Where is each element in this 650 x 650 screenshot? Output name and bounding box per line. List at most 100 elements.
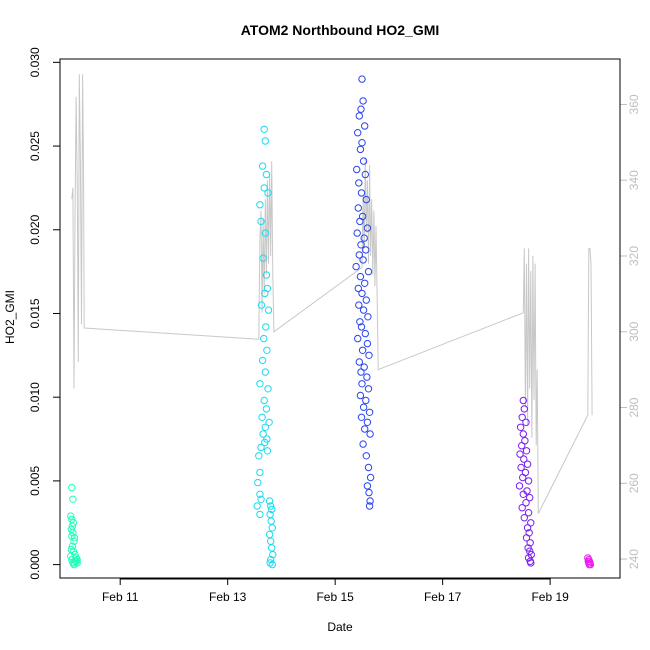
data-point [524,554,533,562]
data-point [268,505,276,514]
data-point [357,323,366,331]
data-point [68,555,76,564]
data-point [354,204,362,212]
data-point [585,560,594,569]
data-point [256,380,264,388]
chart-title: ATOM2 Northbound HO2_GMI [241,22,440,38]
y-tick-label: 0.025 [28,131,42,161]
data-point [264,306,273,314]
data-point [522,499,530,507]
data-point [519,490,527,498]
data-point [257,217,265,226]
data-point [70,534,79,542]
data-point [67,552,75,560]
data-point [363,339,372,348]
data-point [262,170,271,179]
data-point [256,490,264,498]
data-point [68,483,76,492]
data-point [362,195,370,204]
data-point [527,559,535,567]
data-point [258,413,266,421]
data-point [364,385,373,393]
data-point [261,289,269,298]
right-axis-series [71,74,593,514]
data-point [352,262,360,271]
y-axis-title: HO2_GMI [3,290,17,344]
data-point [523,524,532,532]
data-point [261,368,269,376]
data-point [355,112,363,120]
data-point [254,478,262,487]
y-tick-label: 0.015 [28,298,42,328]
data-point [520,405,528,413]
data-point [355,301,363,309]
y2-tick-label: 260 [627,473,641,493]
data-point [517,463,525,472]
data-point [365,502,374,510]
data-point [69,559,77,567]
y2-tick-label: 320 [627,246,641,266]
data-point [356,391,365,400]
data-point [516,450,524,458]
data-point [366,497,374,505]
data-point [358,380,366,388]
data-point [518,504,526,512]
data-point [69,519,78,527]
data-point [526,539,534,547]
data-point [262,271,271,279]
data-point [355,358,363,366]
data-point [361,279,369,287]
right-axis-line [71,74,593,514]
y-tick-label: 0.020 [28,214,42,244]
data-point [363,373,371,381]
data-point [359,157,368,165]
data-point [518,442,526,450]
y-tick-label: 0.030 [28,47,42,77]
data-point [267,555,275,564]
data-point [257,495,265,503]
data-point [519,430,527,438]
x-tick-label: Feb 11 [102,590,139,604]
data-point [522,418,530,426]
data-point [584,554,592,562]
data-point [255,452,263,460]
data-point [68,542,77,550]
data-point [357,413,366,421]
data-point [516,423,525,431]
data-point [67,512,75,520]
y2-tick-label: 280 [627,397,641,417]
x-tick-label: Feb 13 [209,590,247,604]
y-tick-label: 0.005 [28,466,42,496]
data-point [359,256,367,264]
data-point [356,217,364,226]
data-point [355,179,363,187]
y2-tick-label: 300 [627,321,641,341]
x-tick-label: Feb 15 [316,590,354,604]
data-point [267,502,275,510]
data-point [354,334,362,343]
data-point [257,301,266,309]
data-point [357,189,366,197]
x-tick-label: Feb 19 [531,590,569,604]
y2-tick-label: 360 [627,94,641,114]
data-point [362,296,370,304]
data-point [260,184,268,192]
data-point [358,75,366,83]
data-point [70,537,78,545]
data-point [69,529,77,537]
data-point [258,162,267,170]
data-point [256,201,264,209]
data-point [256,510,264,519]
data-point [366,430,374,438]
data-point [355,251,363,259]
data-point [358,139,366,147]
data-point [259,254,267,262]
data-point [69,495,77,503]
data-point [256,468,264,477]
data-point [260,396,268,405]
data-point [520,455,528,463]
y2-tick-label: 240 [627,549,641,569]
data-point [262,405,271,413]
data-point [358,289,366,298]
data-point [363,418,372,426]
